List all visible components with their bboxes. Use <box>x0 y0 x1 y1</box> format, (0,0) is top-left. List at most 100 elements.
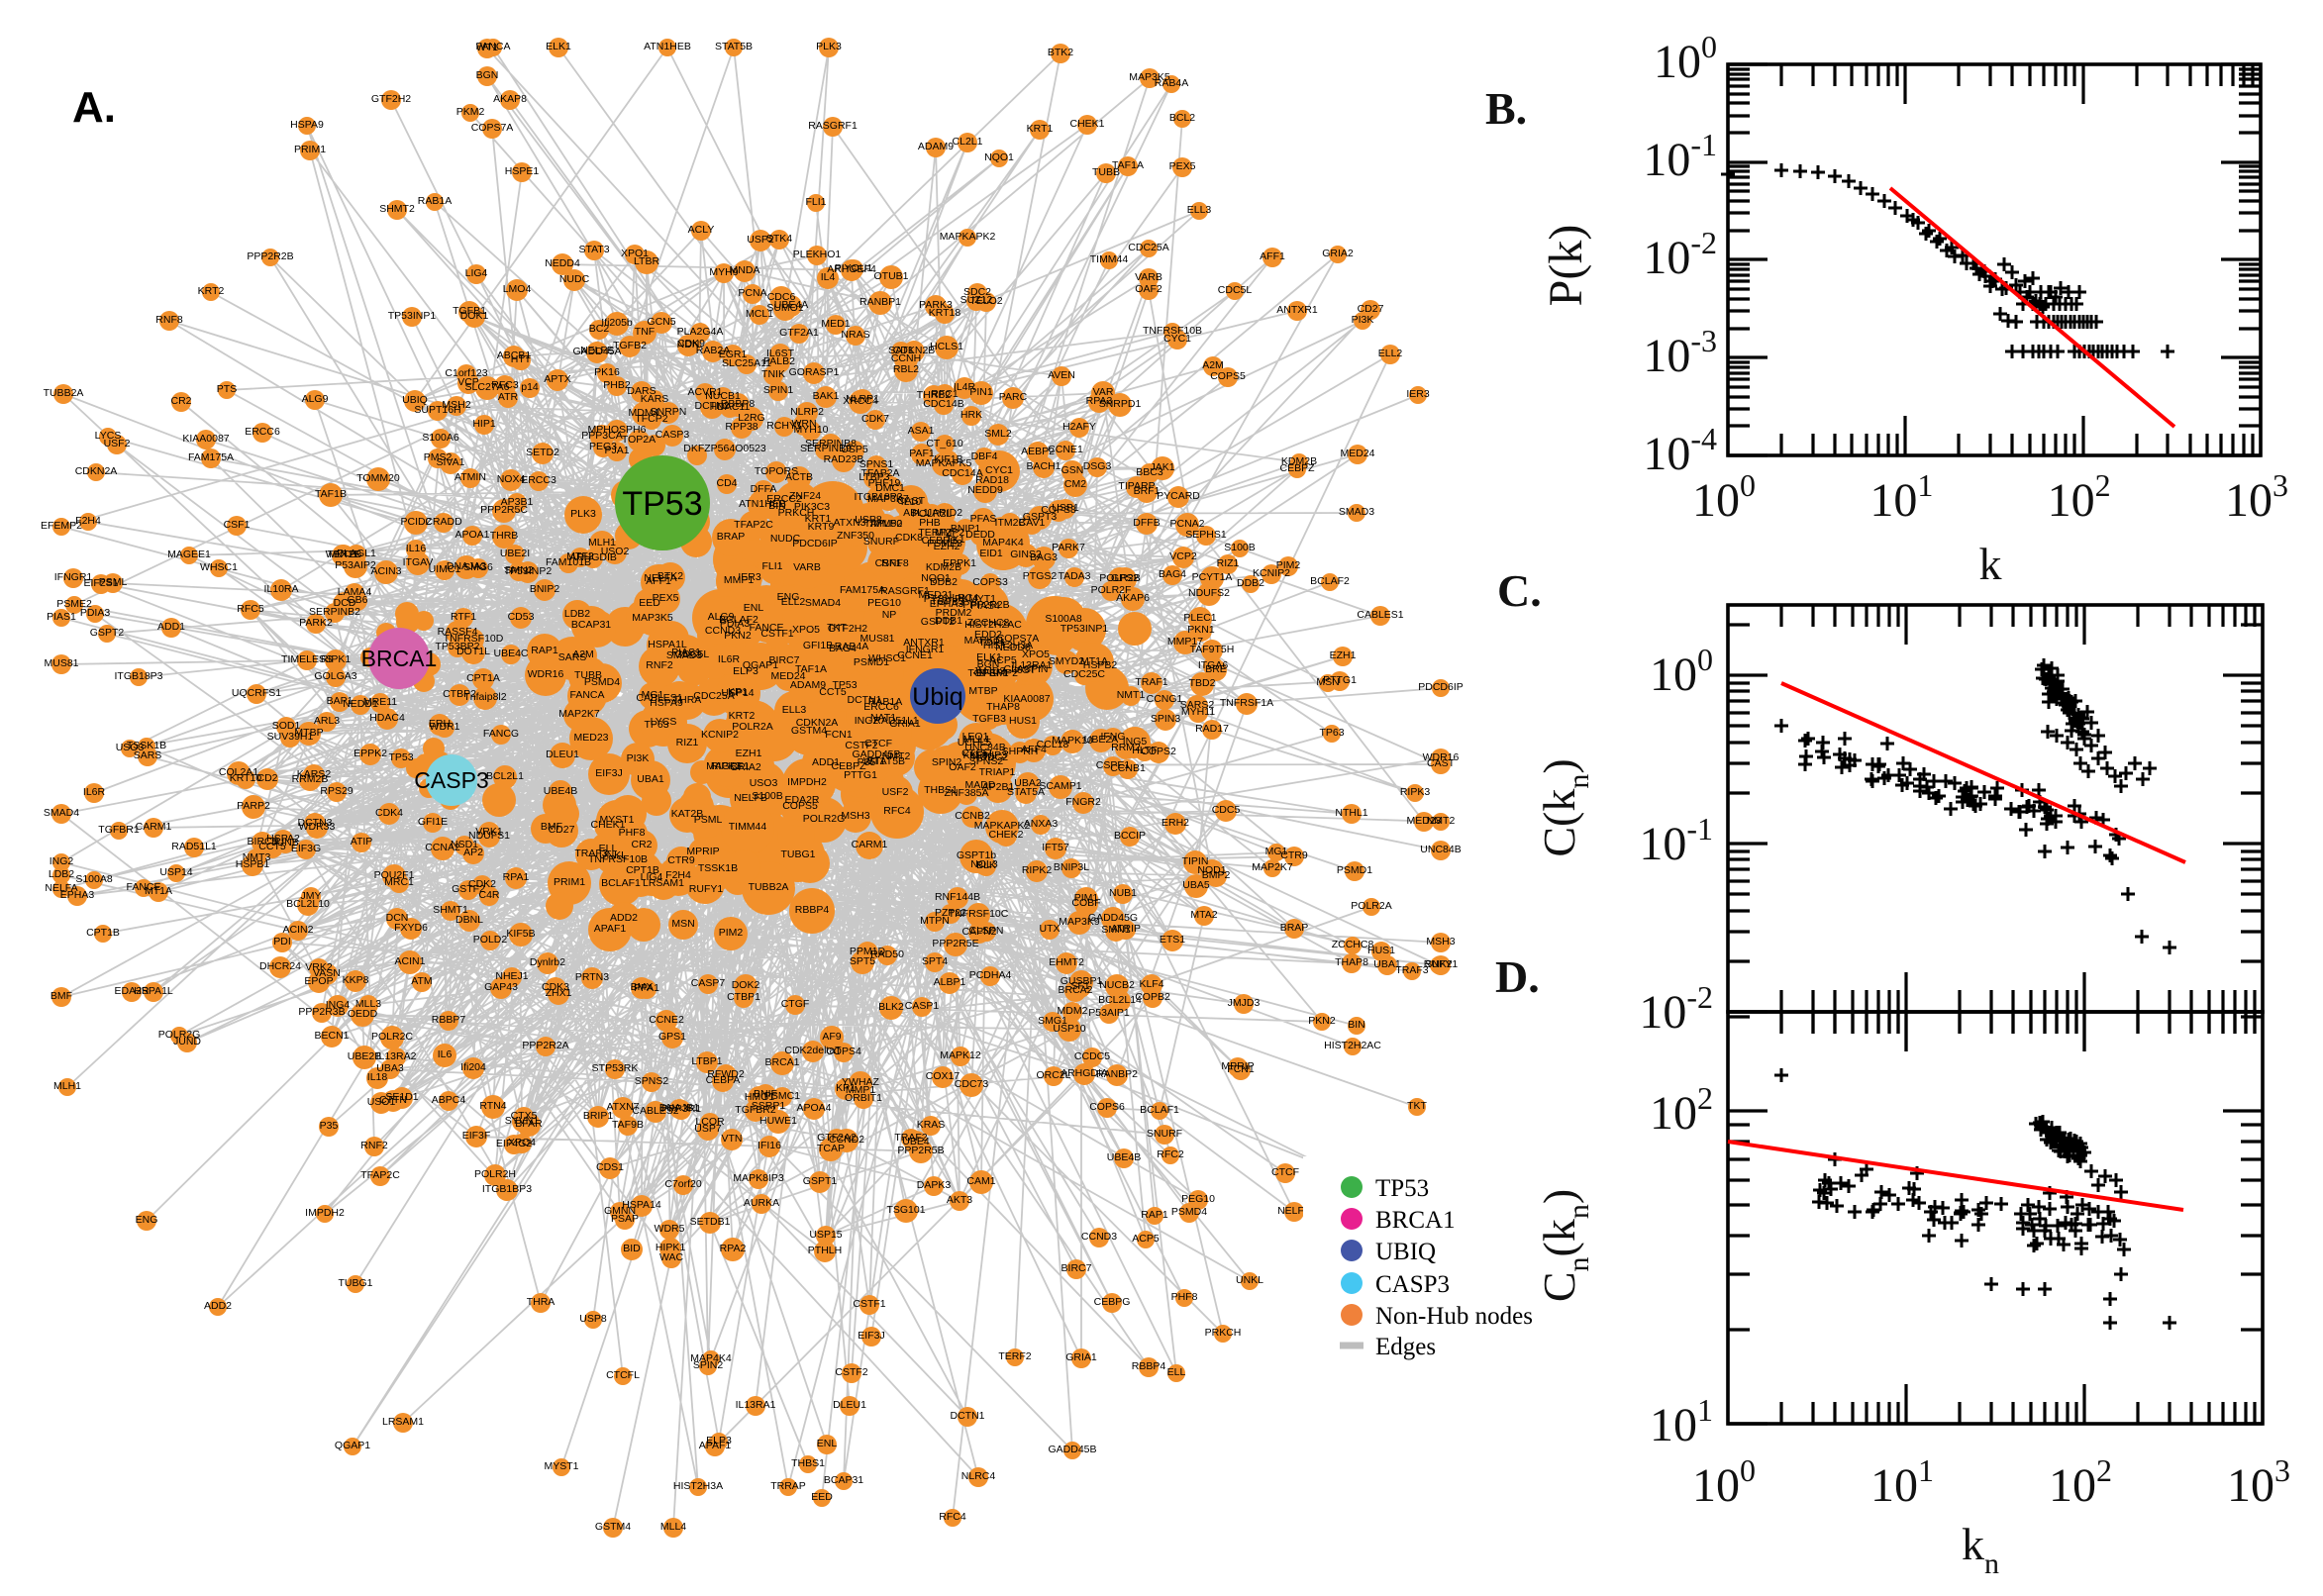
svg-text:RPA1: RPA1 <box>503 871 530 883</box>
svg-text:SLC25A11: SLC25A11 <box>722 357 771 369</box>
svg-text:ADD2: ADD2 <box>610 912 638 924</box>
svg-text:TNFRSF1A: TNFRSF1A <box>1220 697 1273 709</box>
svg-text:DBF4: DBF4 <box>971 450 998 462</box>
svg-text:WHSC1: WHSC1 <box>868 652 906 664</box>
svg-text:SYVN1: SYVN1 <box>505 1115 540 1127</box>
svg-text:SUMO1: SUMO1 <box>766 302 804 314</box>
svg-text:BNIP3L: BNIP3L <box>1054 861 1089 873</box>
svg-text:NQO1: NQO1 <box>921 572 951 584</box>
svg-text:WDR1: WDR1 <box>430 721 460 733</box>
svg-text:ERCC6: ERCC6 <box>245 426 280 438</box>
svg-text:MLL4: MLL4 <box>660 1521 686 1533</box>
svg-text:BNIP2: BNIP2 <box>530 583 560 595</box>
svg-text:TFAP2C: TFAP2C <box>734 519 773 531</box>
svg-text:DDB2: DDB2 <box>930 576 958 588</box>
svg-text:PCNA2: PCNA2 <box>1169 518 1204 530</box>
svg-text:PCID2: PCID2 <box>401 516 432 528</box>
svg-text:ACP5: ACP5 <box>1132 1233 1160 1245</box>
svg-text:ELL: ELL <box>599 843 618 854</box>
svg-text:MDM4: MDM4 <box>629 407 659 419</box>
svg-text:CAPN2: CAPN2 <box>961 926 996 938</box>
svg-text:TUBB: TUBB <box>574 669 602 681</box>
svg-text:PTS: PTS <box>924 593 944 605</box>
svg-text:STP53RK: STP53RK <box>592 1062 639 1074</box>
svg-text:CTCFL: CTCFL <box>606 1369 640 1381</box>
svg-text:PTGS2: PTGS2 <box>1023 570 1058 582</box>
svg-text:ADAM9: ADAM9 <box>790 679 826 691</box>
svg-text:LIG4: LIG4 <box>465 267 488 279</box>
svg-text:JAK1: JAK1 <box>1150 461 1174 473</box>
svg-text:HUWE1: HUWE1 <box>759 1115 797 1127</box>
svg-text:PSAP: PSAP <box>611 1213 639 1225</box>
svg-text:BCL2L14: BCL2L14 <box>1098 994 1142 1006</box>
svg-text:XRCC4: XRCC4 <box>843 395 878 407</box>
svg-text:MT1A: MT1A <box>1080 655 1108 667</box>
svg-text:MCL1: MCL1 <box>746 308 773 320</box>
svg-text:GSPT3: GSPT3 <box>1023 511 1058 523</box>
svg-text:TEX11: TEX11 <box>327 549 357 560</box>
svg-text:HIST2H3A: HIST2H3A <box>673 1480 723 1492</box>
svg-text:MUS81: MUS81 <box>44 657 78 669</box>
svg-text:SAT1: SAT1 <box>888 345 914 356</box>
svg-text:BLK: BLK <box>976 859 996 871</box>
svg-text:USO1: USO1 <box>367 1096 396 1108</box>
svg-text:USP8: USP8 <box>855 514 882 526</box>
svg-text:RNF8: RNF8 <box>155 314 183 326</box>
svg-text:GINS2: GINS2 <box>1010 549 1042 560</box>
svg-text:TERF2: TERF2 <box>998 1350 1031 1362</box>
svg-text:ITGB18P3: ITGB18P3 <box>114 670 162 682</box>
svg-text:OEDD: OEDD <box>348 1008 378 1020</box>
svg-text:ATXN3: ATXN3 <box>833 517 865 529</box>
svg-text:NDUFS2: NDUFS2 <box>1188 587 1230 599</box>
svg-text:DKFZP564O0523: DKFZP564O0523 <box>683 443 766 454</box>
svg-text:APOA4: APOA4 <box>796 1102 831 1114</box>
svg-text:MAGEE1: MAGEE1 <box>706 760 750 772</box>
svg-text:ITGB18P3: ITGB18P3 <box>854 491 902 503</box>
svg-text:CTCF: CTCF <box>864 738 892 749</box>
svg-text:APOA1: APOA1 <box>454 529 489 541</box>
svg-text:AP2B1: AP2B1 <box>982 781 1015 793</box>
svg-text:PLAGL1: PLAGL1 <box>337 548 376 559</box>
svg-text:CTBP1: CTBP1 <box>727 991 760 1003</box>
svg-text:NEDD4: NEDD4 <box>545 257 580 269</box>
svg-text:PLEC1: PLEC1 <box>1183 612 1216 624</box>
svg-text:TSSK1B: TSSK1B <box>698 862 738 874</box>
svg-text:TIMM44: TIMM44 <box>1090 253 1129 265</box>
svg-text:CDK7: CDK7 <box>861 413 889 425</box>
svg-text:MUS81: MUS81 <box>859 633 894 645</box>
svg-text:POLR2G: POLR2G <box>803 813 846 825</box>
svg-text:RAD17: RAD17 <box>1195 723 1229 735</box>
svg-text:NUB1: NUB1 <box>1109 887 1137 899</box>
svg-text:IL6R: IL6R <box>83 786 106 798</box>
svg-text:CTCFL: CTCFL <box>961 748 995 759</box>
svg-text:CABLES1: CABLES1 <box>636 692 682 704</box>
svg-text:PPP2R3B: PPP2R3B <box>298 1006 345 1018</box>
svg-text:TKT: TKT <box>827 622 847 634</box>
svg-text:ENL: ENL <box>744 602 764 614</box>
svg-text:BRIP1: BRIP1 <box>583 1110 614 1122</box>
svg-text:TELO2: TELO2 <box>969 295 1002 307</box>
svg-text:MAGEE1: MAGEE1 <box>167 549 211 560</box>
svg-text:NRAS: NRAS <box>841 329 869 341</box>
svg-text:XPO5: XPO5 <box>792 624 820 636</box>
svg-text:USP15: USP15 <box>809 1229 842 1241</box>
svg-text:SPT4: SPT4 <box>922 955 948 967</box>
svg-text:PRTN3: PRTN3 <box>575 971 609 983</box>
svg-text:TP53BP2: TP53BP2 <box>436 641 480 652</box>
svg-text:GSTM4: GSTM4 <box>791 725 827 737</box>
svg-text:BRE: BRE <box>1205 663 1227 675</box>
svg-text:RASSF4: RASSF4 <box>438 626 478 638</box>
svg-text:CR2: CR2 <box>631 839 652 850</box>
svg-text:PHB2: PHB2 <box>603 379 631 391</box>
svg-text:CRADD: CRADD <box>425 516 462 528</box>
svg-text:IL13RA1: IL13RA1 <box>1012 659 1053 671</box>
svg-text:P53AIP2: P53AIP2 <box>335 559 376 571</box>
svg-text:ATRIP: ATRIP <box>1111 923 1141 935</box>
svg-text:EED: EED <box>639 597 660 609</box>
svg-text:COPS2: COPS2 <box>1141 746 1176 757</box>
svg-text:CDC5L: CDC5L <box>1218 284 1253 296</box>
svg-text:NHEJ1: NHEJ1 <box>495 970 528 982</box>
svg-text:POLD2: POLD2 <box>473 934 508 946</box>
svg-text:COPB2: COPB2 <box>1135 991 1170 1003</box>
svg-text:TIMELESS: TIMELESS <box>281 653 333 665</box>
